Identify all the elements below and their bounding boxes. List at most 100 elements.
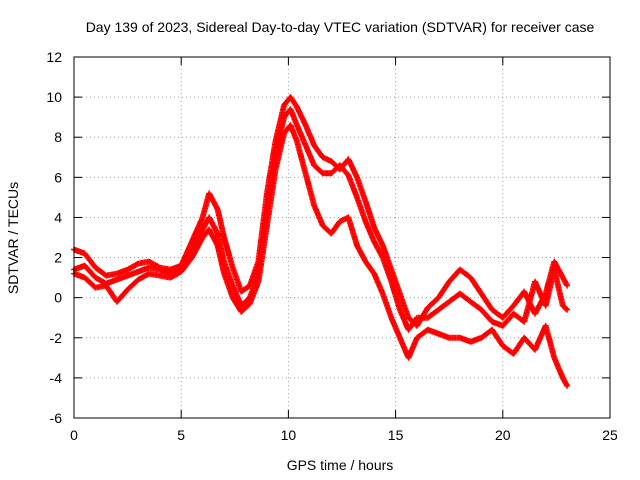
data-point [222,236,226,239]
data-point [295,123,299,127]
data-point [364,260,367,263]
data-point [553,356,556,360]
data-point [216,232,219,235]
data-point [207,228,211,231]
data-point [94,266,97,269]
data-point [512,352,515,356]
data-point [553,268,556,271]
data-point [355,244,359,247]
x-tick-label: 0 [70,427,78,443]
data-point [561,276,565,279]
x-tick-label: 5 [177,427,185,443]
x-axis-label: GPS time / hours [287,457,394,473]
data-point [415,336,419,339]
y-tick-label: 12 [46,49,62,65]
y-tick-label: -6 [50,410,63,426]
data-point [426,306,429,309]
data-point [321,172,324,175]
data-point [231,296,234,299]
data-point [207,216,211,219]
data-point [190,256,194,259]
data-point [458,336,462,339]
data-point [512,312,515,315]
data-point [448,336,451,339]
x-tick-label: 20 [495,427,511,443]
data-point [426,328,429,331]
data-point [94,286,97,289]
data-point [295,105,299,109]
data-point [381,292,384,295]
data-point [469,276,472,279]
y-tick-label: 6 [54,169,62,185]
data-point [364,200,367,203]
data-point [231,266,234,269]
data-point [381,244,384,247]
data-point [533,348,537,352]
data-point [304,144,307,147]
data-point [523,320,526,323]
data-point [390,316,393,319]
x-tick-label: 25 [602,427,618,443]
data-point [565,284,569,287]
data-point [158,274,161,277]
data-point [338,164,342,167]
y-tick-label: 0 [54,290,62,306]
data-point [501,316,504,319]
data-point [355,176,359,179]
data-point [372,240,376,243]
data-point [426,316,429,319]
data-point [137,270,140,273]
data-point [390,280,393,283]
data-point [330,160,333,163]
data-point [147,272,151,275]
data-point [480,336,483,339]
data-point [126,274,129,277]
data-point [137,278,140,281]
data-point [372,272,376,275]
data-point [469,300,472,303]
data-point [282,103,286,107]
data-point [523,290,526,293]
data-point [201,236,204,239]
data-point [407,328,410,331]
data-point [282,132,286,135]
data-point [104,284,108,287]
data-point [398,308,402,311]
data-point [415,324,419,327]
data-point [501,324,504,327]
data-point [147,266,151,269]
data-point [458,292,462,295]
data-point [338,220,342,223]
data-point [83,252,86,255]
data-point [240,310,243,313]
data-point [126,288,129,291]
x-tick-label: 15 [388,427,404,443]
axes: 0 5 10 15 20 25 -6 -4 -2 0 2 4 6 8 10 12 [46,49,618,443]
data-point [565,384,569,388]
data-point [561,376,565,380]
series-trace-c [71,122,571,389]
data-point [169,268,172,271]
data-point [437,296,440,299]
chart-title: Day 139 of 2023, Sidereal Day-to-day VTE… [86,19,595,35]
data-point [180,270,183,273]
data-point [372,226,376,229]
data-point [565,308,569,311]
data-point [231,284,234,287]
data-point [523,336,526,339]
plot-frame [73,56,611,419]
data-point [126,268,129,271]
data-point [561,304,565,307]
data-point [544,304,547,307]
data-point [115,278,119,281]
data-point [330,232,333,235]
data-point [304,123,307,127]
data-point [407,316,410,319]
data-point [304,172,307,175]
series-layer [71,94,571,389]
data-point [533,280,537,283]
data-point [390,268,393,271]
data-point [265,224,269,227]
data-point [355,196,359,199]
data-point [289,95,292,99]
